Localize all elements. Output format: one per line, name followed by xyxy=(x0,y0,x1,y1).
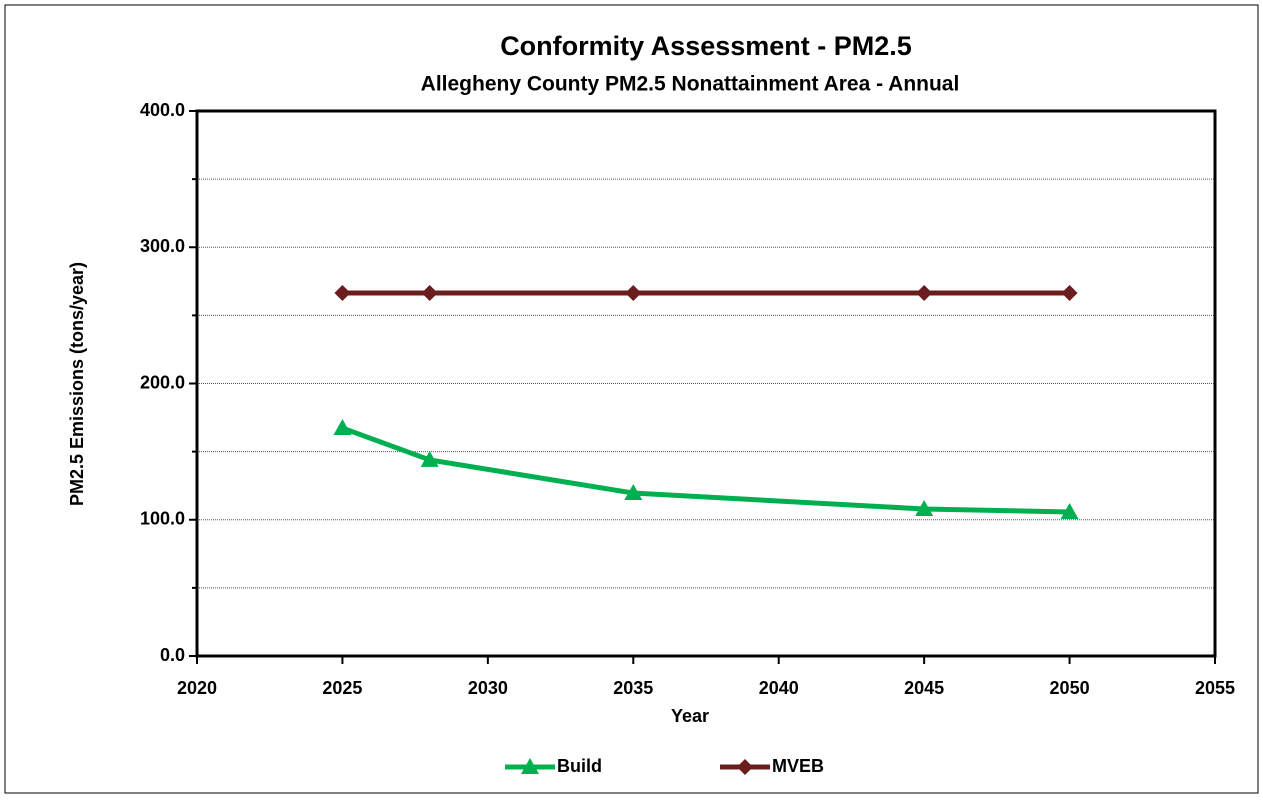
plot-area xyxy=(195,109,1217,658)
data-point xyxy=(421,285,438,302)
y-axis-label: PM2.5 Emissions (tons/year) xyxy=(67,262,87,506)
data-point xyxy=(624,484,643,501)
data-point xyxy=(1060,502,1079,519)
x-tick-label: 2025 xyxy=(322,678,362,698)
chart-frame xyxy=(4,4,1259,794)
chart-title: Conformity Assessment - PM2.5 xyxy=(500,31,912,61)
y-tick-label: 300.0 xyxy=(140,236,185,256)
data-point xyxy=(916,285,933,302)
data-point xyxy=(625,285,642,302)
x-tick-label: 2040 xyxy=(759,678,799,698)
data-point xyxy=(420,450,439,467)
legend-label: MVEB xyxy=(772,756,824,776)
legend-marker xyxy=(737,759,753,775)
y-tick-label: 200.0 xyxy=(140,372,185,392)
data-point xyxy=(333,419,352,436)
y-tick-label: 0.0 xyxy=(160,645,185,665)
x-tick-label: 2050 xyxy=(1050,678,1090,698)
y-tick-label: 400.0 xyxy=(140,100,185,120)
y-tick-label: 100.0 xyxy=(140,509,185,529)
x-tick-label: 2055 xyxy=(1195,678,1235,698)
chart-subtitle: Allegheny County PM2.5 Nonattainment Are… xyxy=(421,73,960,96)
x-axis-label: Year xyxy=(671,706,709,726)
data-point xyxy=(1061,285,1078,302)
x-tick-label: 2020 xyxy=(177,678,217,698)
x-tick-label: 2030 xyxy=(468,678,508,698)
legend-marker xyxy=(521,758,539,774)
x-tick-label: 2045 xyxy=(904,678,944,698)
legend-label: Build xyxy=(557,756,602,776)
data-point xyxy=(334,285,351,302)
x-tick-label: 2035 xyxy=(613,678,653,698)
data-point xyxy=(915,499,934,516)
